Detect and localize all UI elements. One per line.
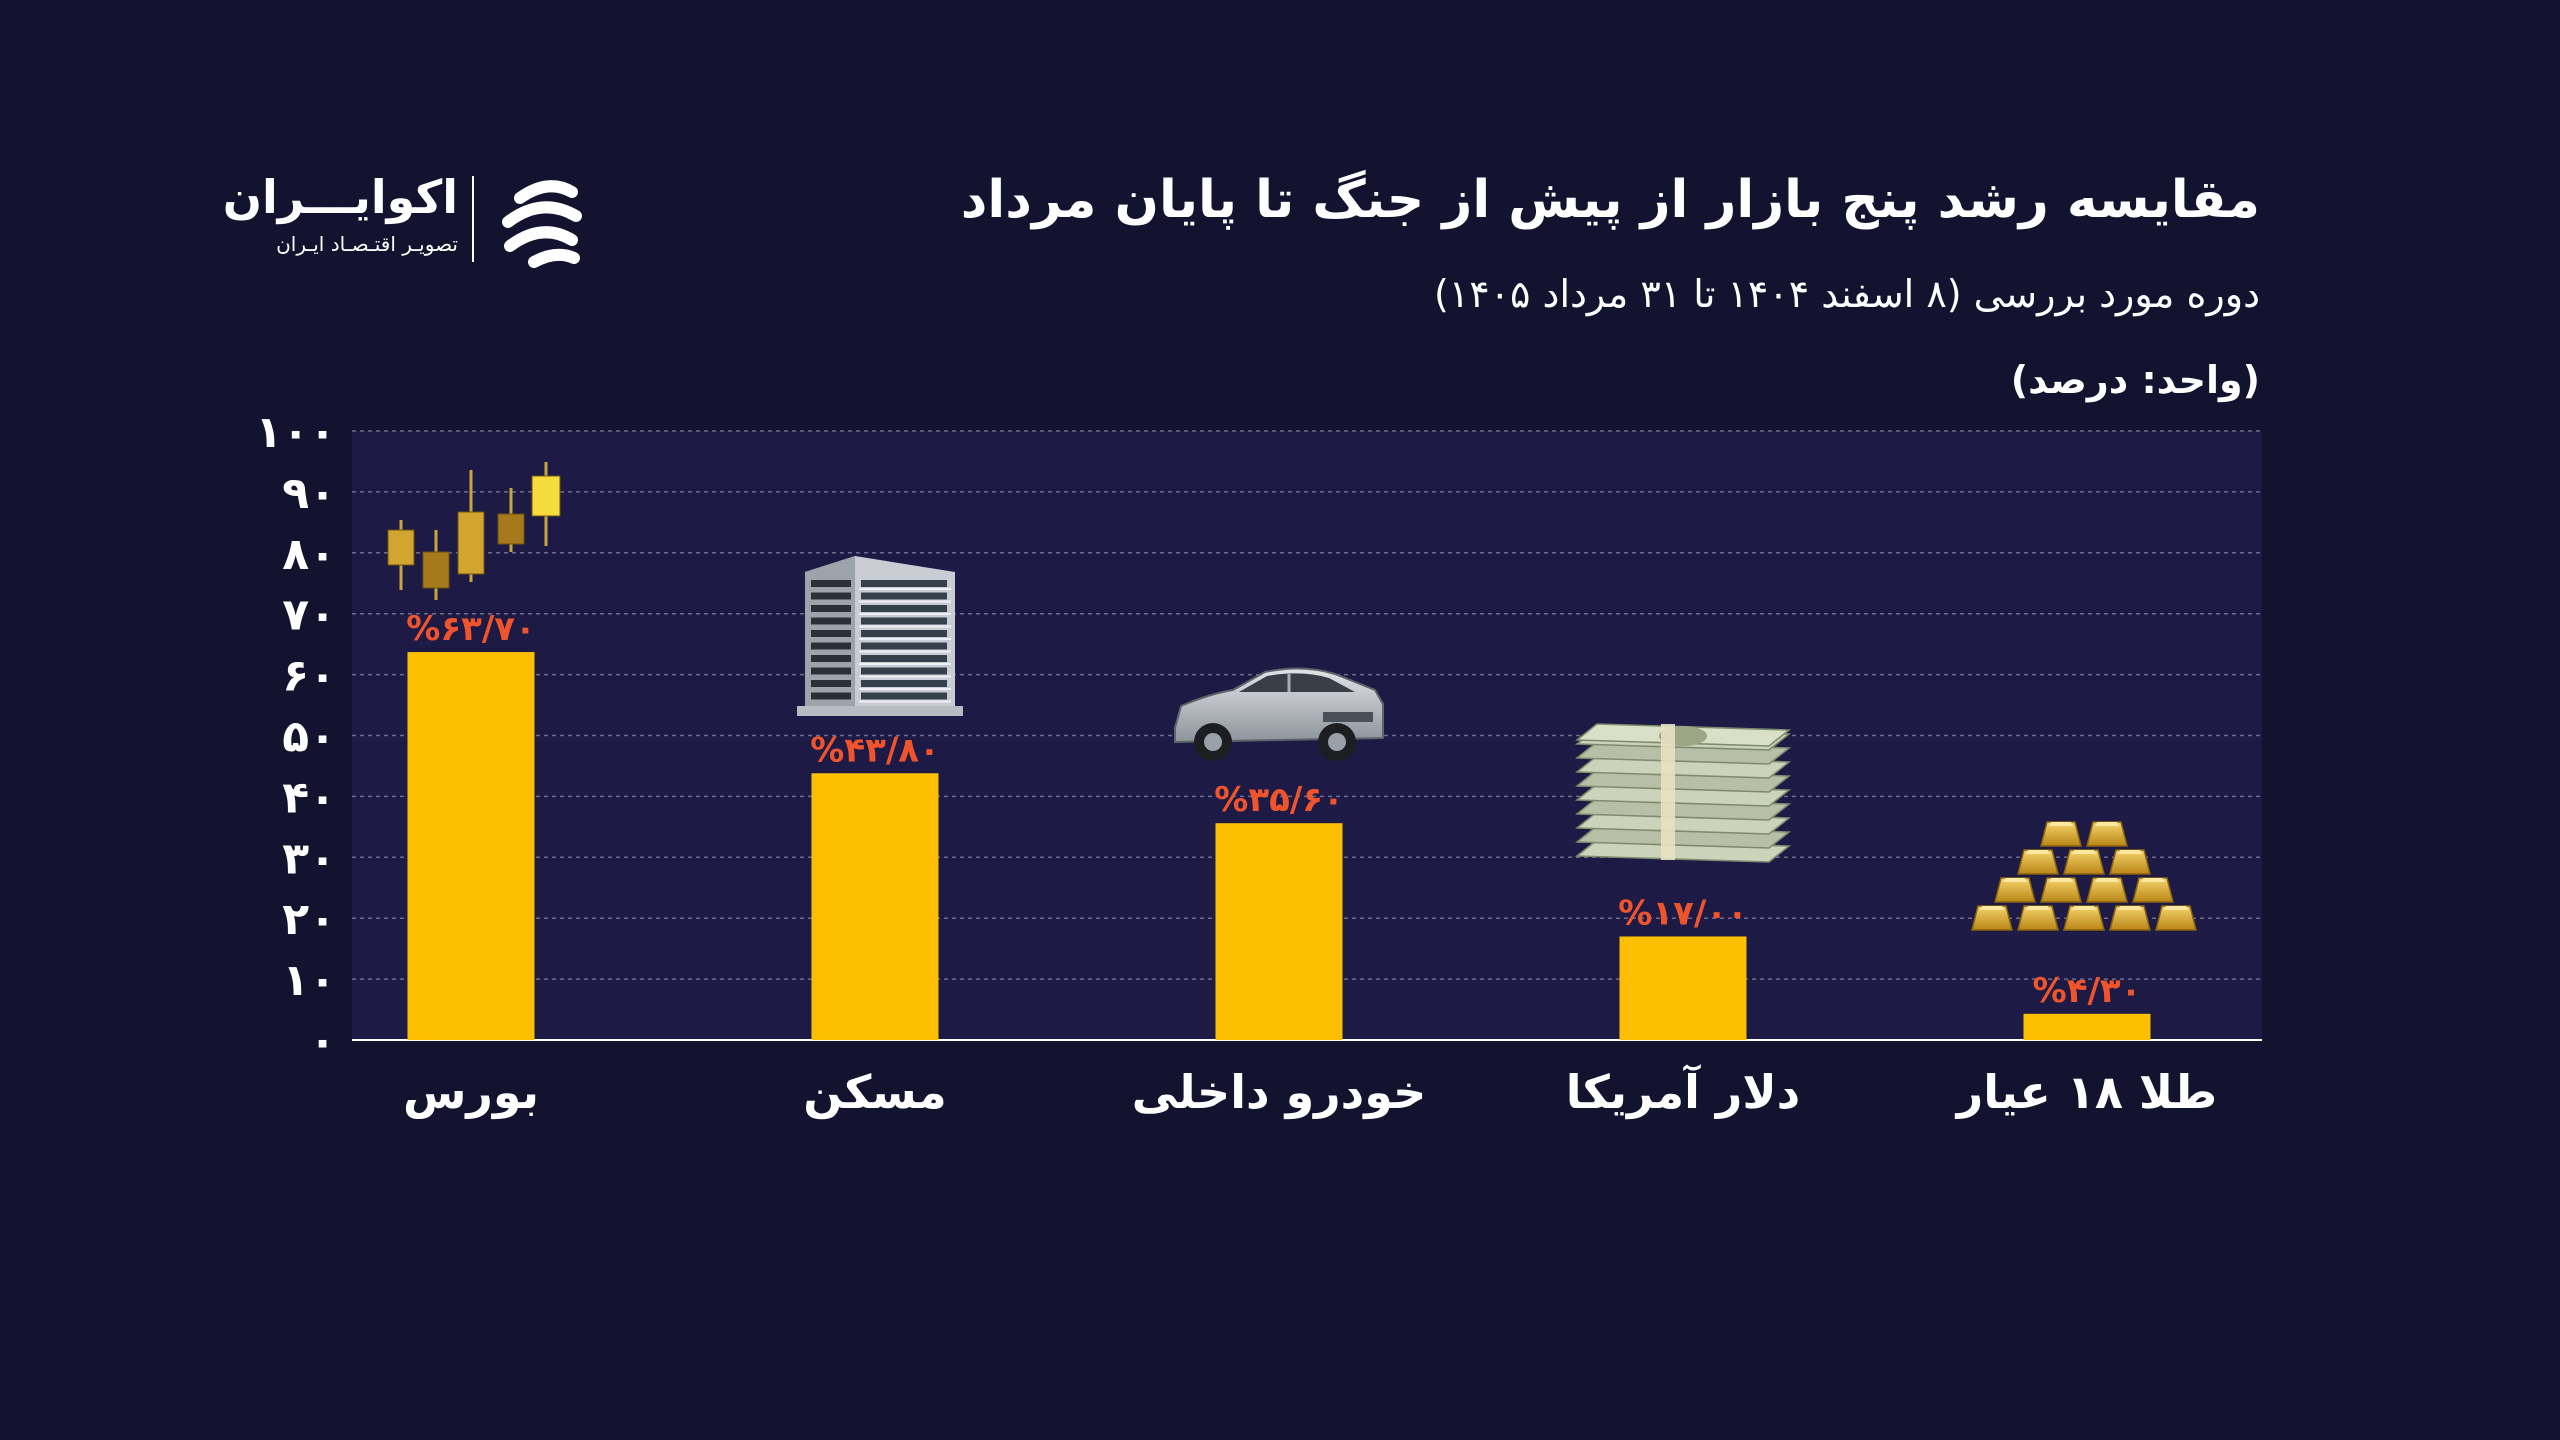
category-label: خودرو داخلی	[1132, 1065, 1427, 1119]
value-label: %۴/۳۰	[2033, 971, 2142, 1011]
apartment-building-icon	[797, 556, 963, 716]
chart-subtitle: دوره مورد بررسی (۸ اسفند ۱۴۰۴ تا ۳۱ مردا…	[1433, 272, 2260, 316]
y-tick-label: ۰	[309, 1016, 336, 1067]
bar	[811, 773, 939, 1040]
y-tick-label: ۷۰	[282, 590, 336, 641]
brand-divider	[472, 176, 474, 262]
category-label: طلا ۱۸ عیار	[1955, 1065, 2217, 1119]
bar	[2023, 1013, 2151, 1040]
brand-name: اکوایـــران	[222, 170, 458, 224]
y-axis-ticks: ۰ ۱۰ ۲۰ ۳۰ ۴۰ ۵۰ ۶۰ ۷۰ ۸۰ ۹۰ ۱۰۰	[255, 407, 336, 1067]
value-label: %۳۵/۶۰	[1214, 780, 1344, 820]
y-tick-label: ۲۰	[282, 894, 336, 945]
y-tick-label: ۱۰۰	[255, 407, 336, 458]
y-tick-label: ۳۰	[282, 833, 336, 884]
category-labels: بورس مسکن خودرو داخلی دلار آمریکا طلا ۱۸ عیا…	[403, 1064, 2217, 1119]
value-label: %۶۳/۷۰	[406, 609, 536, 649]
ecoiran-logo-icon	[502, 180, 582, 268]
gold-bars-icon	[1971, 821, 2197, 931]
y-tick-label: ۶۰	[282, 651, 336, 702]
y-tick-label: ۵۰	[282, 712, 336, 763]
value-label: %۴۳/۸۰	[810, 730, 940, 770]
brand-tagline: تصویـر اقتـصـاد ایـران	[276, 232, 458, 256]
bar	[1215, 823, 1343, 1040]
y-tick-label: ۴۰	[282, 772, 336, 823]
bars	[407, 652, 2151, 1040]
candlestick-chart-icon	[387, 462, 561, 600]
y-tick-label: ۱۰	[282, 955, 336, 1006]
chart-title: مقایسه رشد پنج بازار از پیش از جنگ تا پا…	[960, 170, 2260, 230]
y-tick-label: ۸۰	[282, 529, 336, 580]
value-label: %۱۷/۰۰	[1618, 893, 1748, 933]
category-label: بورس	[403, 1065, 539, 1119]
category-icons	[387, 462, 2197, 931]
sedan-car-icon	[1174, 667, 1384, 761]
y-tick-label: ۹۰	[282, 468, 336, 519]
value-labels: %۶۳/۷۰ %۴۳/۸۰ %۳۵/۶۰ %۱۷/۰۰ %۴/۳۰	[406, 609, 2141, 1011]
bar	[1619, 936, 1747, 1040]
category-label: دلار آمریکا	[1566, 1064, 1801, 1119]
category-label: مسکن	[803, 1065, 946, 1119]
unit-label: (واحد: درصد)	[2010, 358, 2260, 402]
brand-logo: اکوایـــران تصویـر اقتـصـاد ایـران	[222, 170, 588, 270]
dollar-banknotes-icon	[1574, 723, 1792, 863]
bar	[407, 652, 535, 1040]
